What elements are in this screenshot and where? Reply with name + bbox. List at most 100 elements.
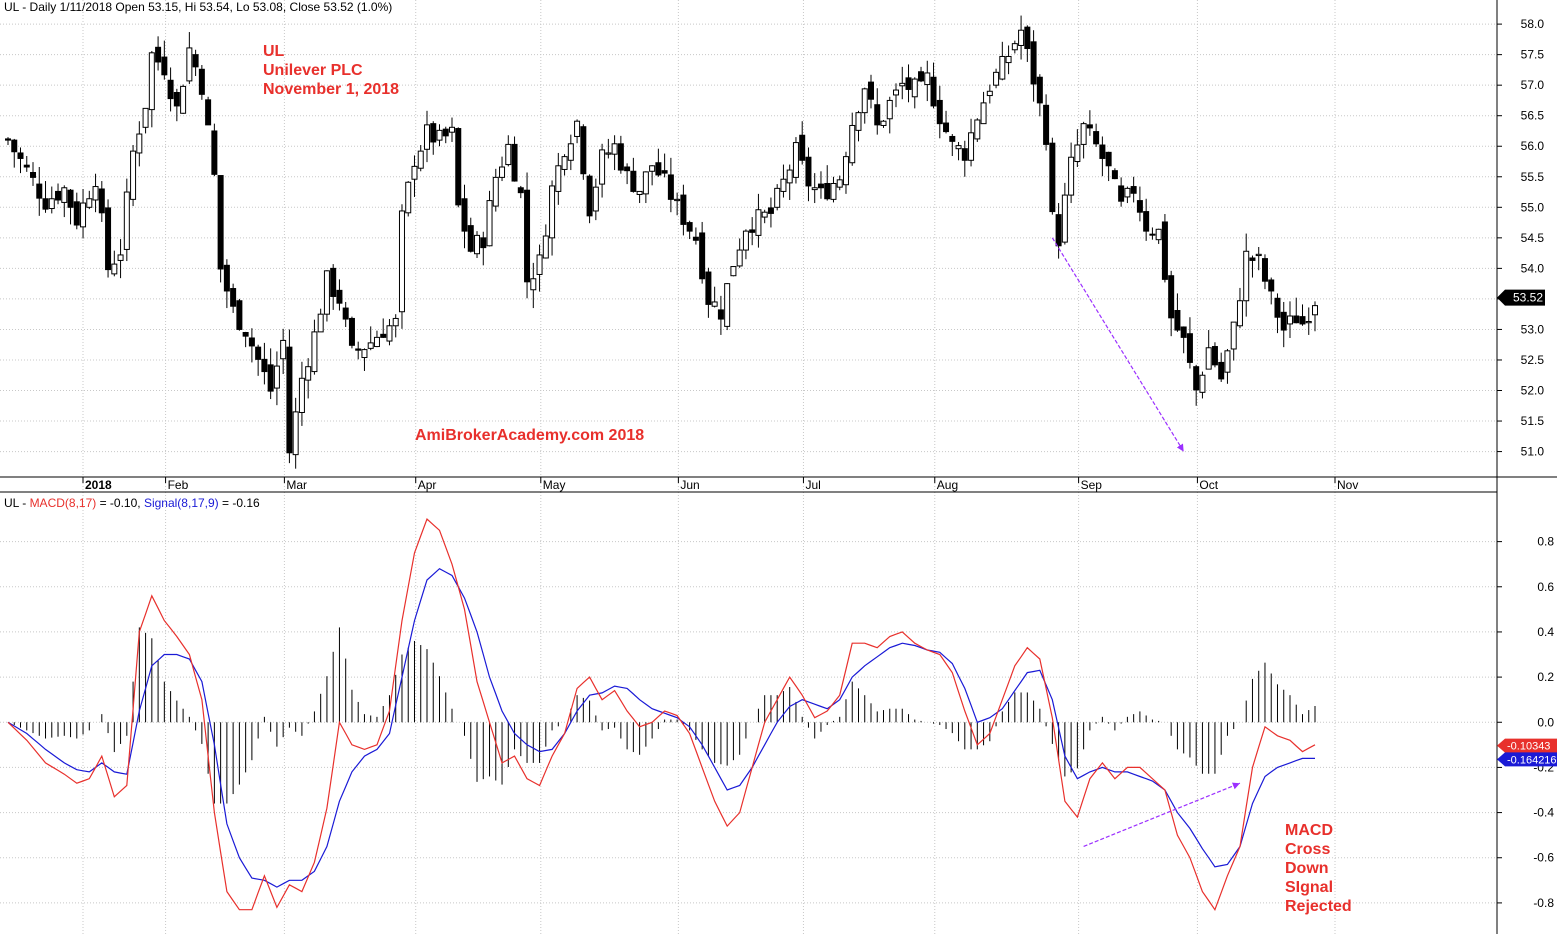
candle-body-up [92,186,99,201]
candle-body-up [48,198,55,210]
candle-body-up [1124,187,1131,198]
candle-body-up [492,176,499,207]
macd-panel-title: UL - MACD(8,17) = -0.10, Signal(8,17,9) … [4,496,260,510]
candle-body-down [242,331,249,337]
candle-body-down [217,175,224,270]
candle-body-down [380,333,387,338]
candle-body-up [674,198,681,202]
candle-body-down [717,309,724,320]
candle-body-up [1255,253,1262,257]
candle-body-down [905,77,912,90]
candle-body-up [636,190,643,195]
month-label: Jun [680,478,699,492]
candle-body-up [292,411,299,456]
candle-body-down [36,183,43,199]
candle-body-down [524,189,531,283]
candle-body-down [98,188,105,214]
price-tick-label: 51.0 [1521,445,1545,459]
candle-body-down [55,190,62,201]
candle-body-down [248,337,255,347]
ticker-annotation: UL [263,43,285,60]
candle-body-up [417,150,424,169]
candle-body-up [148,52,155,111]
candle-body-down [336,289,343,304]
candle-body-up [742,230,749,251]
candle-body-up [111,263,118,275]
watermark-annotation: AmiBrokerAcademy.com 2018 [415,427,645,444]
candle-body-up [186,47,193,82]
candle-body-up [549,185,556,239]
candle-body-up [761,211,768,218]
candle-body-down [461,198,468,232]
candle-body-down [1293,315,1300,324]
candle-body-up [123,191,130,250]
candle-body-down [455,128,462,206]
candle-body-up [880,120,887,126]
macd-tick-label: -0.6 [1533,851,1554,865]
candle-body-down [1036,76,1043,104]
candle-body-down [42,198,49,210]
candle-body-down [155,46,162,63]
candle-body-up [61,187,68,203]
candle-body-up [1312,305,1318,316]
month-label: Nov [1337,478,1358,492]
macd-note-line-5: Rejected [1285,898,1352,915]
candle-body-up [1243,250,1250,302]
candle-body-up [599,149,606,185]
candle-body-up [436,129,443,141]
candle-body-down [67,189,74,208]
candle-body-up [1149,233,1156,236]
month-label: May [543,478,566,492]
candle-body-down [580,126,587,175]
candle-body-down [198,68,205,95]
candle-body-down [1280,311,1287,331]
candle-body-down [11,139,18,153]
candle-body-down [1030,41,1037,85]
candle-body-down [167,79,174,100]
candle-body-down [442,128,449,137]
date-annotation: November 1, 2018 [263,81,400,98]
candle-body-up [505,143,512,166]
candle-body-up [1074,144,1081,163]
price-tick-label: 54.5 [1521,231,1545,245]
macd-tick-label: 0.4 [1537,625,1554,639]
candle-body-down [586,175,593,217]
candle-body-up [980,102,987,125]
candle-body-down [105,207,112,271]
candle-body-up [855,112,862,131]
candle-body-up [968,132,975,161]
macd-tick-label: 0.2 [1537,670,1554,684]
price-tick-label: 51.5 [1521,414,1545,428]
candle-body-up [1230,321,1237,350]
candle-body-down [936,99,943,125]
macd-panel-grid [0,541,1497,904]
macd-value-tag-label: -0.10343 [1507,741,1550,753]
candle-body-up [899,82,906,87]
candle-body-up [849,124,856,164]
candle-body-down [1249,257,1256,261]
month-label: Aug [937,478,958,492]
candle-body-up [736,249,743,267]
price-tick-label: 55.5 [1521,170,1545,184]
candle-body-up [711,301,718,307]
candle-body-up [405,181,412,214]
candle-body-down [624,166,631,172]
price-tick-label: 52.0 [1521,384,1545,398]
candle-body-up [649,165,656,172]
candle-body-up [80,202,87,228]
candle-body-up [1011,43,1018,51]
candle-body-down [1043,104,1050,145]
candle-body-down [655,162,662,176]
candle-body-down [799,134,806,161]
candle-body-down [30,171,37,178]
candle-body-up [780,178,787,192]
macd-tick-label: 0.0 [1537,715,1554,729]
signal-value-tag [1497,752,1557,767]
candle-body-down [867,81,874,100]
last-price-label: 53.52 [1513,291,1543,305]
price-panel-grid [0,0,1497,934]
candle-body-up [311,331,318,373]
candle-body-down [1186,333,1193,363]
candle-body-down [1136,200,1143,213]
candle-body-up [323,270,330,315]
